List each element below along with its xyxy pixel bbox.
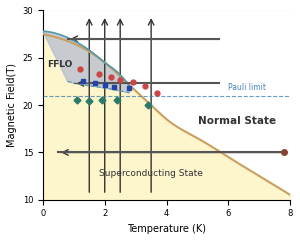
- Text: FFLO: FFLO: [47, 60, 73, 69]
- Text: Normal State: Normal State: [197, 116, 276, 126]
- Text: Superconducting State: Superconducting State: [99, 169, 203, 178]
- Polygon shape: [43, 31, 130, 93]
- Text: Pauli limit: Pauli limit: [229, 83, 266, 92]
- X-axis label: Temperature (K): Temperature (K): [127, 224, 206, 234]
- Y-axis label: Magnetic Field(T): Magnetic Field(T): [7, 63, 17, 147]
